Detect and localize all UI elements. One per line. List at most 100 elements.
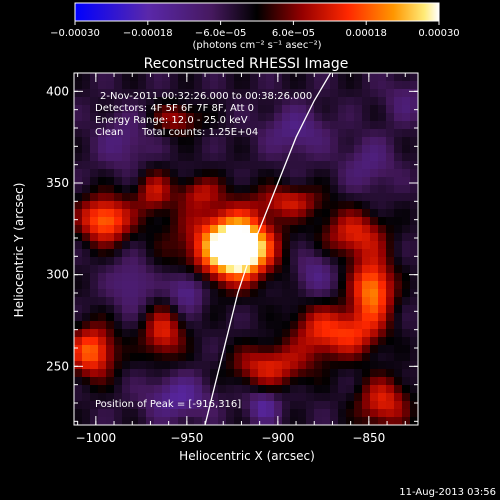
heatmap-cell (314, 217, 323, 226)
heatmap-cell (194, 81, 203, 90)
heatmap-cell (338, 297, 347, 306)
heatmap-cell (274, 257, 283, 266)
heatmap-cell (242, 401, 251, 410)
heatmap-cell (74, 201, 83, 210)
heatmap-cell (170, 401, 179, 410)
heatmap-cell (354, 241, 363, 250)
heatmap-cell (218, 281, 227, 290)
heatmap-cell (290, 153, 299, 162)
heatmap-cell (362, 193, 371, 202)
heatmap-cell (186, 193, 195, 202)
heatmap-cell (114, 201, 123, 210)
heatmap-cell (346, 297, 355, 306)
heatmap-cell (90, 353, 99, 362)
heatmap-cell (130, 281, 139, 290)
heatmap-cell (378, 385, 387, 394)
heatmap-cell (250, 337, 259, 346)
heatmap-cell (306, 113, 315, 122)
heatmap-cell (202, 241, 211, 250)
heatmap-cell (98, 393, 107, 402)
heatmap-cell (322, 305, 331, 314)
heatmap-cell (194, 209, 203, 218)
heatmap-cell (226, 393, 235, 402)
heatmap-cell (338, 361, 347, 370)
heatmap-cell (258, 321, 267, 330)
heatmap-cell (178, 337, 187, 346)
heatmap-cell (90, 281, 99, 290)
heatmap-cell (162, 393, 171, 402)
heatmap-cell (130, 361, 139, 370)
heatmap-cell (74, 113, 83, 122)
heatmap-cell (226, 73, 235, 82)
heatmap-cell (378, 105, 387, 114)
heatmap-cell (258, 97, 267, 106)
heatmap-cell (178, 81, 187, 90)
heatmap-cell (402, 265, 411, 274)
heatmap-cell (122, 137, 131, 146)
heatmap-cell (98, 169, 107, 178)
heatmap-cell (330, 289, 339, 298)
heatmap-cell (386, 145, 395, 154)
heatmap-cell (290, 409, 299, 418)
heatmap-cell (186, 345, 195, 354)
heatmap-cell (242, 305, 251, 314)
heatmap-cell (98, 121, 107, 130)
colorbar-tick-label: 0.00018 (346, 28, 387, 39)
heatmap-cell (274, 289, 283, 298)
heatmap-cell (234, 305, 243, 314)
heatmap-cell (266, 281, 275, 290)
heatmap-cell (402, 257, 411, 266)
heatmap-cell (370, 305, 379, 314)
heatmap-cell (274, 81, 283, 90)
heatmap-cell (234, 281, 243, 290)
heatmap-cell (74, 177, 83, 186)
heatmap-cell (242, 145, 251, 154)
heatmap-cell (338, 161, 347, 170)
heatmap-cell (410, 401, 418, 410)
heatmap-cell (314, 161, 323, 170)
heatmap-cell (362, 225, 371, 234)
heatmap-cell (250, 297, 259, 306)
heatmap-cell (90, 209, 99, 218)
heatmap-cell (354, 145, 363, 154)
heatmap-cell (282, 161, 291, 170)
heatmap-cell (122, 217, 131, 226)
heatmap-cell (218, 289, 227, 298)
heatmap-cell (386, 161, 395, 170)
heatmap-cell (178, 321, 187, 330)
heatmap-cell (338, 81, 347, 90)
heatmap-cell (322, 241, 331, 250)
heatmap-cell (394, 113, 403, 122)
heatmap-cell (378, 209, 387, 218)
heatmap-cell (122, 241, 131, 250)
heatmap-cell (410, 113, 418, 122)
heatmap-cell (170, 265, 179, 274)
heatmap-cell (74, 233, 83, 242)
heatmap-cell (346, 305, 355, 314)
heatmap-cell (138, 129, 147, 138)
heatmap-cell (258, 233, 267, 242)
heatmap-cell (106, 361, 115, 370)
heatmap-cell (202, 209, 211, 218)
heatmap-cell (274, 105, 283, 114)
heatmap-cell (290, 161, 299, 170)
heatmap-cell (266, 201, 275, 210)
heatmap-cell (162, 209, 171, 218)
heatmap-cell (194, 185, 203, 194)
heatmap-cell (138, 305, 147, 314)
heatmap-cell (242, 313, 251, 322)
heatmap-cell (114, 153, 123, 162)
heatmap-cell (402, 401, 411, 410)
heatmap-cell (82, 137, 91, 146)
heatmap-cell (226, 289, 235, 298)
heatmap-cell (202, 353, 211, 362)
heatmap-cell (138, 241, 147, 250)
heatmap-cell (82, 177, 91, 186)
heatmap-cell (90, 265, 99, 274)
heatmap-cell (90, 273, 99, 282)
heatmap-cell (394, 177, 403, 186)
heatmap-cell (90, 121, 99, 130)
heatmap-cell (122, 129, 131, 138)
heatmap-cell (122, 305, 131, 314)
heatmap-cell (330, 385, 339, 394)
